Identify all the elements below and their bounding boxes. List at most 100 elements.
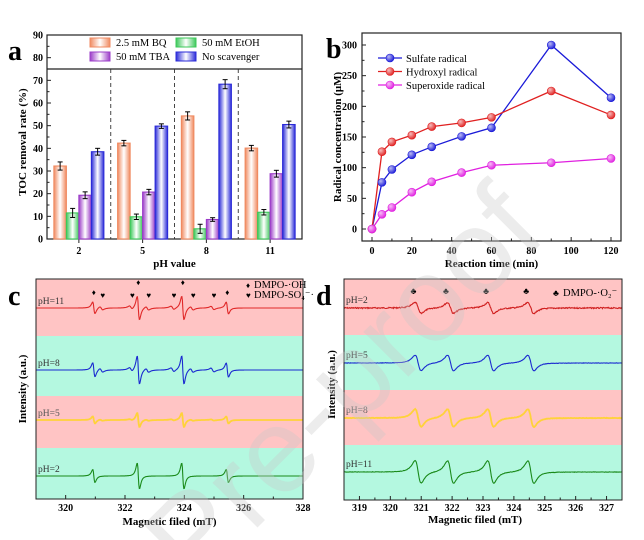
y-axis-label: Intensity (a.u.) (17, 354, 29, 423)
data-point (387, 137, 397, 147)
spectrum-trace (36, 412, 303, 428)
x-tick-label: 2 (76, 246, 81, 257)
x-tick-label: 324 (506, 503, 521, 514)
data-point (387, 203, 397, 212)
y-tick-label: 90 (33, 31, 43, 42)
legend-label: DMPO-·O₂⁻ (563, 288, 618, 299)
data-point (377, 178, 387, 187)
x-tick-label: 325 (537, 503, 552, 514)
oh-peak-marker: ♦ (92, 288, 96, 297)
band-background (344, 279, 622, 335)
legend-label: Superoxide radical (406, 81, 485, 92)
legend-symbol: ♦ (246, 281, 250, 290)
y-tick-label: 250 (342, 71, 357, 82)
data-point (606, 93, 616, 103)
x-tick-label: 11 (265, 246, 274, 257)
legend-label: DMPO-·OH (254, 280, 307, 291)
data-point (377, 147, 387, 157)
x-tick-label: 322 (445, 503, 460, 514)
so4-peak-marker: ♥ (146, 291, 151, 300)
trace-label: pH=2 (346, 296, 368, 306)
x-tick-label: 326 (568, 503, 583, 514)
bar (117, 142, 131, 240)
y-axis-label: Intensity (a.u.) (326, 350, 338, 419)
band-background (36, 396, 303, 448)
band-background (36, 448, 303, 499)
plot-frame (35, 278, 304, 500)
data-point (377, 209, 387, 219)
spectrum-trace (343, 301, 623, 315)
data-point (606, 154, 616, 163)
bar (257, 211, 271, 240)
data-point (487, 123, 496, 133)
x-axis-label: Magnetic filed (mT) (428, 514, 522, 526)
x-tick-label: 327 (599, 503, 614, 514)
data-point (427, 122, 437, 131)
x-axis-label: Magnetic filed (mT) (122, 516, 216, 528)
data-point (407, 187, 417, 197)
legend-label: DMPO-SO₄⁻· (254, 290, 314, 301)
y-tick-label: 0 (38, 235, 43, 246)
o2-peak-marker: ♣ (523, 286, 529, 296)
trace-label: pH=8 (38, 359, 60, 369)
bar (78, 194, 92, 240)
data-point (487, 160, 496, 170)
data-point (487, 113, 496, 122)
so4-peak-marker: ♥ (172, 291, 177, 300)
oh-peak-marker: ♦ (136, 278, 140, 287)
bar (142, 191, 156, 240)
data-point (546, 40, 556, 50)
legend-marker (385, 53, 395, 63)
o2-peak-marker: ♣ (483, 286, 489, 296)
oh-peak-marker: ♦ (225, 288, 229, 297)
spectrum-trace (343, 407, 623, 428)
y-axis-label: Radical concentration (μM) (332, 72, 344, 203)
so4-peak-marker: ♥ (130, 291, 135, 300)
y-tick-label: 80 (33, 53, 43, 64)
y-tick-label: 70 (33, 76, 43, 87)
trace-label: pH=5 (346, 351, 368, 361)
y-tick-label: 0 (352, 225, 357, 236)
x-tick-label: 100 (564, 246, 579, 257)
legend-symbol: ♣ (553, 288, 559, 298)
bar (154, 125, 169, 240)
legend-label: 2.5 mM BQ (116, 38, 167, 49)
data-point (546, 158, 556, 168)
y-tick-label: 50 (347, 194, 357, 205)
y-tick-label: 300 (342, 41, 357, 52)
x-tick-label: 328 (296, 503, 311, 514)
panel-label-d: d (316, 281, 332, 312)
x-tick-label: 5 (140, 246, 145, 257)
legend-label: 50 mM TBA (116, 52, 170, 63)
bar (90, 151, 105, 240)
y-tick-label: 30 (33, 167, 43, 178)
o2-peak-marker: ♣ (411, 286, 417, 296)
bar (53, 165, 67, 240)
legend-label: Sulfate radical (406, 54, 467, 65)
trace-label: pH=2 (38, 465, 60, 475)
legend-label: No scavenger (202, 52, 260, 63)
data-point (427, 177, 437, 187)
bar (218, 83, 232, 240)
x-tick-label: 323 (476, 503, 491, 514)
bar (269, 173, 284, 240)
data-point (387, 165, 397, 174)
x-axis-label: Reaction time (min) (445, 258, 539, 270)
panel-b-line-chart: 0 50 100 150 200 250 300 0 20 40 60 80 100 120 Sulfate… (332, 32, 622, 270)
x-tick-label: 324 (177, 503, 192, 514)
bar (180, 115, 195, 240)
spectrum-trace (36, 355, 303, 385)
data-point (457, 118, 466, 128)
x-tick-label: 322 (118, 503, 133, 514)
spectrum-trace (36, 462, 303, 490)
bar (244, 147, 259, 240)
data-point (427, 142, 437, 152)
y-tick-label: 150 (342, 133, 357, 144)
o2-peak-marker: ♣ (443, 286, 449, 296)
x-axis-label: pH value (153, 258, 196, 270)
data-point (407, 130, 417, 140)
y-tick-label: 100 (342, 163, 357, 174)
x-tick-label: 321 (414, 503, 429, 514)
